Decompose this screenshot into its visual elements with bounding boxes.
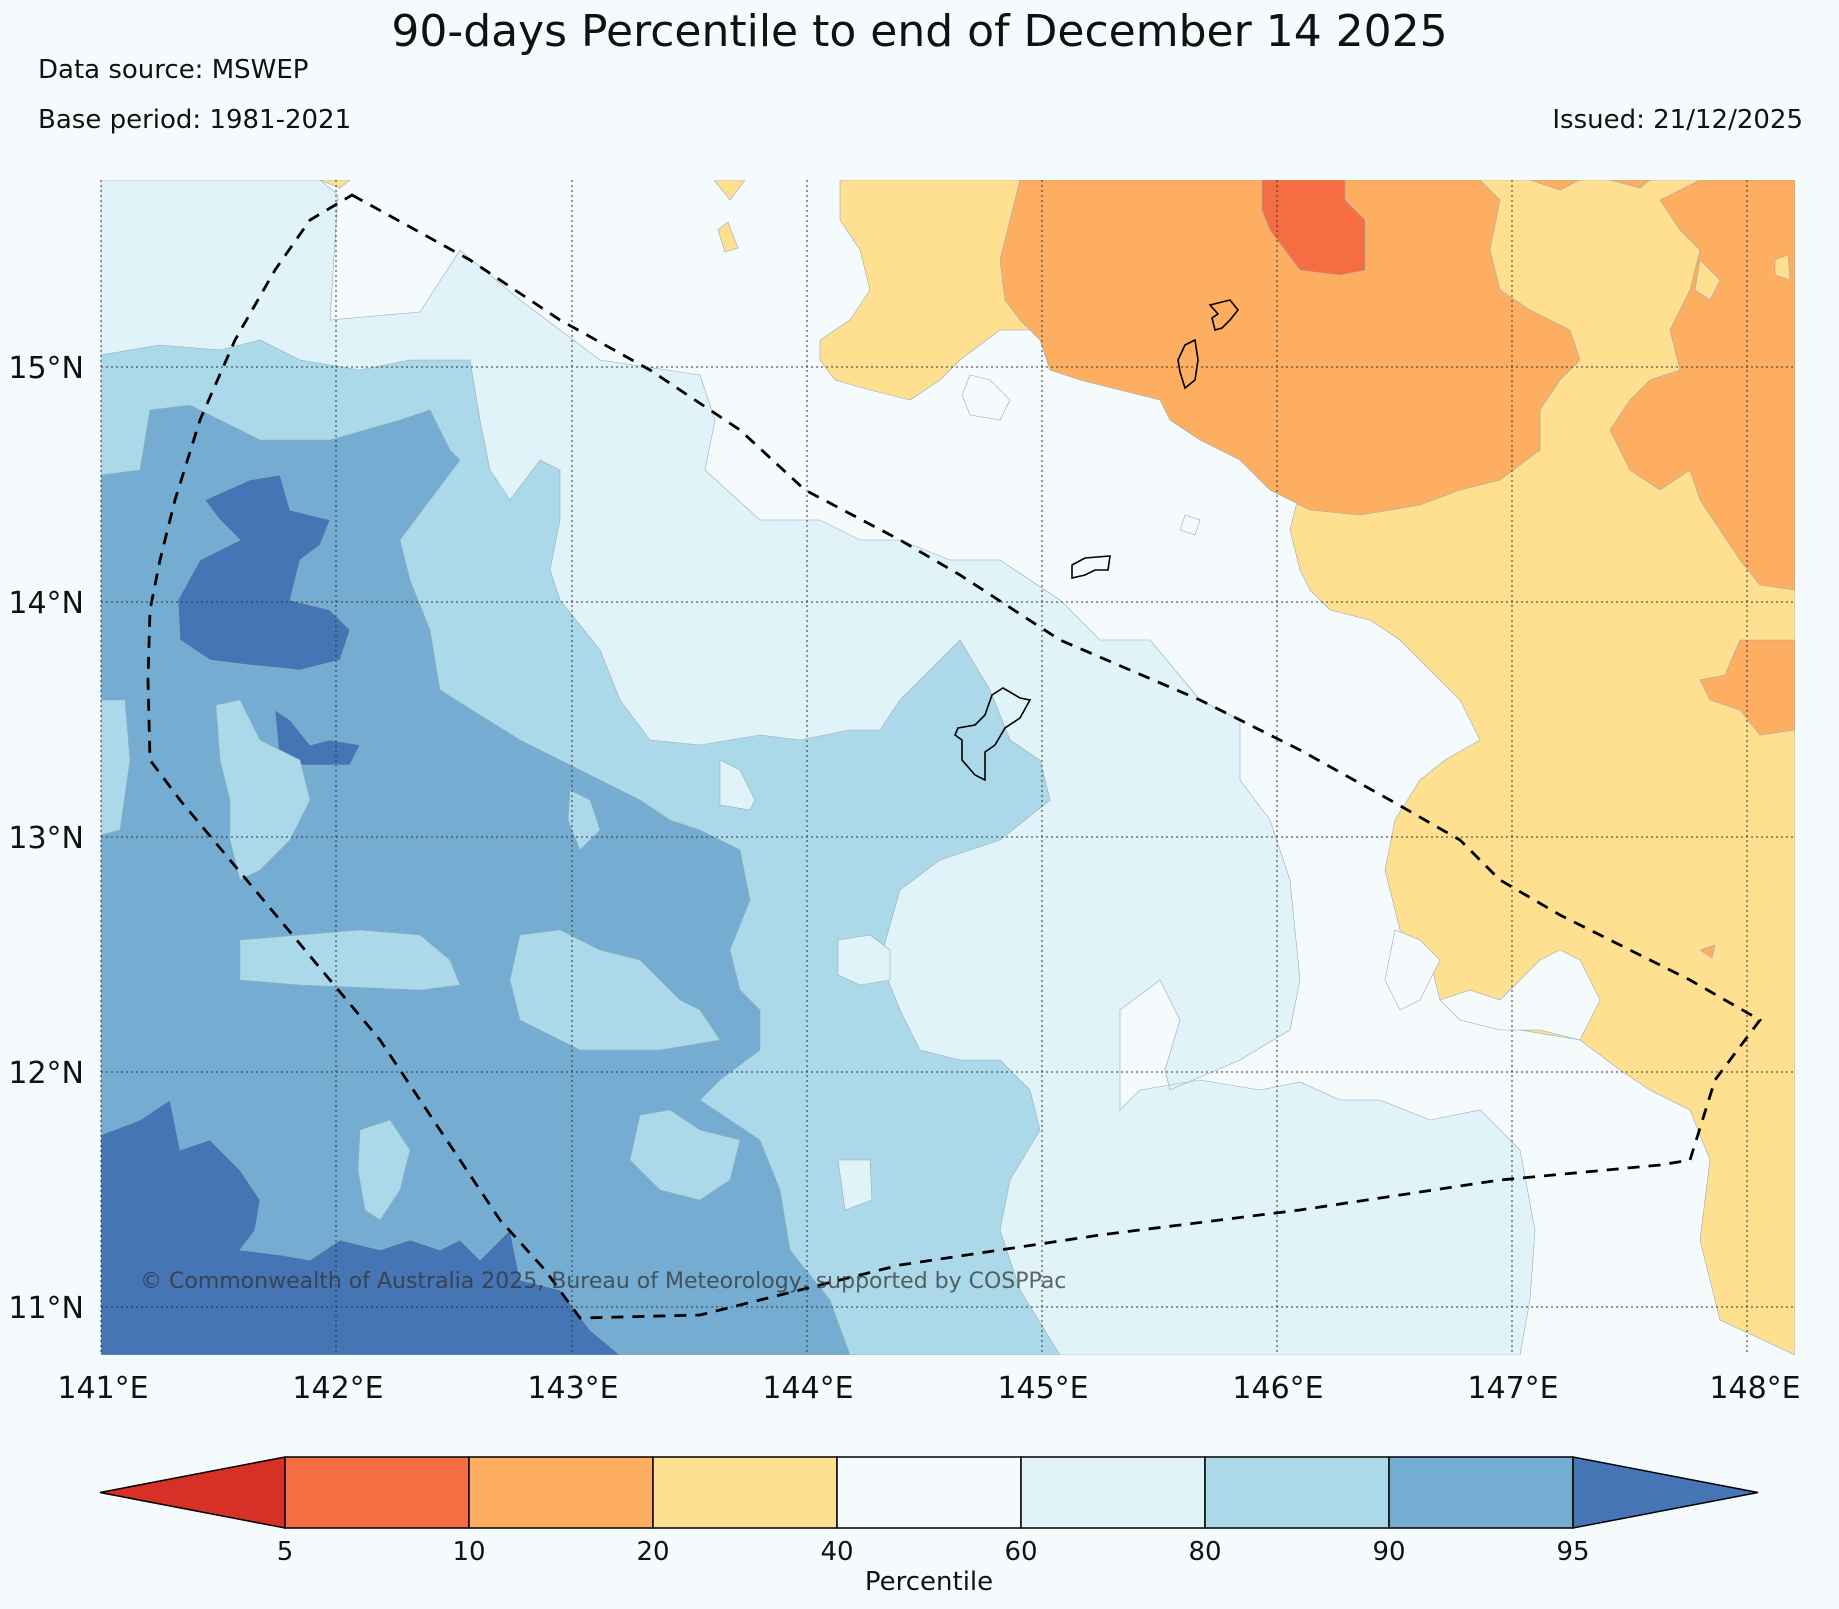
colorbar-bin-5-10 <box>284 1456 470 1529</box>
data-source-label: Data source: MSWEP <box>38 55 309 85</box>
island-outline <box>1208 299 1240 331</box>
island-outline <box>1177 338 1199 390</box>
region-10-20 <box>1609 180 1795 591</box>
colorbar-bin-<5 <box>99 1456 286 1529</box>
colorbar-bin-60-80 <box>1020 1456 1206 1529</box>
lat-label: 12°N <box>8 1056 84 1091</box>
colorbar-bin-80-90 <box>1204 1456 1390 1529</box>
region-above-95 <box>177 474 351 671</box>
colorbar-bin->95 <box>1572 1456 1759 1529</box>
lon-label: 142°E <box>292 1371 383 1406</box>
lon-label: 148°E <box>1709 1371 1800 1406</box>
colorbar-label: Percentile <box>865 1567 993 1597</box>
percentile-field <box>101 180 1795 1355</box>
lat-label: 14°N <box>8 586 84 621</box>
colorbar-bin-20-40 <box>652 1456 838 1529</box>
colorbar-bin-10-20 <box>468 1456 654 1529</box>
lon-label: 147°E <box>1467 1371 1558 1406</box>
colorbar-tick: 10 <box>452 1537 485 1567</box>
island-outline <box>1071 555 1111 580</box>
issued-date-label: Issued: 21/12/2025 <box>1552 105 1803 135</box>
lat-label: 11°N <box>8 1291 84 1326</box>
base-period-label: Base period: 1981-2021 <box>38 105 352 135</box>
longitude-labels: 141°E 142°E 143°E 144°E 145°E 146°E 147°… <box>57 1371 1800 1406</box>
lat-label: 13°N <box>8 821 84 856</box>
colorbar-ticks: 5 10 20 40 60 80 90 95 <box>277 1537 1590 1567</box>
colorbar-tick: 90 <box>1372 1537 1405 1567</box>
colorbar-bin-90-95 <box>1388 1456 1574 1529</box>
lat-label: 15°N <box>8 351 84 386</box>
lon-label: 141°E <box>57 1371 148 1406</box>
eez-boundary <box>146 193 1763 1320</box>
graticule <box>100 180 1795 1355</box>
percentile-colorbar <box>99 1456 1759 1529</box>
region-5-10 <box>1261 180 1366 276</box>
colorbar-tick: 40 <box>820 1537 853 1567</box>
lon-label: 143°E <box>527 1371 618 1406</box>
map-title: 90-days Percentile to end of December 14… <box>391 6 1448 57</box>
copyright-notice: © Commonwealth of Australia 2025, Bureau… <box>140 1269 1066 1294</box>
colorbar-tick: 80 <box>1188 1537 1221 1567</box>
island-outline <box>954 687 1032 782</box>
lon-label: 145°E <box>997 1371 1088 1406</box>
colorbar-tick: 60 <box>1004 1537 1037 1567</box>
colorbar-bin-40-60 <box>836 1456 1022 1529</box>
colorbar-tick: 5 <box>277 1537 294 1567</box>
lon-label: 144°E <box>762 1371 853 1406</box>
lon-label: 146°E <box>1232 1371 1323 1406</box>
region-20-40 <box>819 180 1795 1355</box>
region-10-20 <box>999 180 1581 516</box>
latitude-labels: 15°N 14°N 13°N 12°N 11°N <box>8 351 84 1326</box>
colorbar-tick: 95 <box>1556 1537 1589 1567</box>
colorbar-tick: 20 <box>636 1537 669 1567</box>
